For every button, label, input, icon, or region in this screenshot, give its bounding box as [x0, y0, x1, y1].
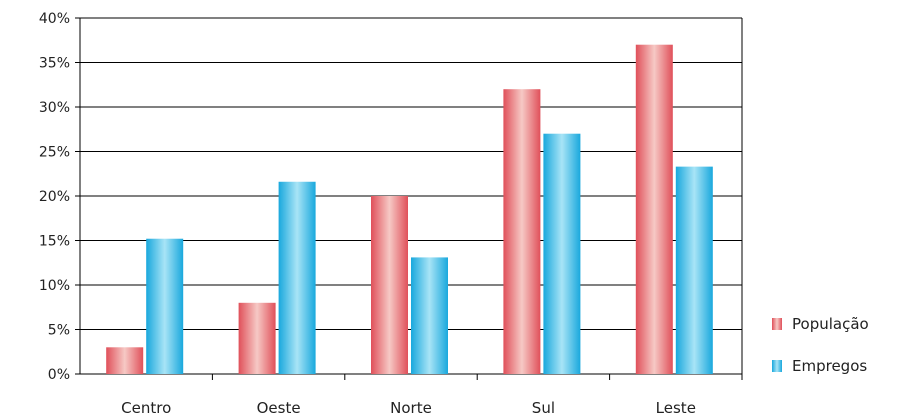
legend-label-populacao: População: [792, 315, 869, 333]
bar-populacao-oeste: [238, 302, 276, 374]
x-category-label: Leste: [656, 399, 696, 417]
bars: [106, 44, 713, 374]
bar-empregos-norte: [411, 257, 448, 374]
y-tick-label: 25%: [39, 145, 70, 161]
bar-populacao-centro: [106, 347, 144, 374]
bar-empregos-sul: [543, 133, 581, 374]
legend-swatch-populacao: [772, 318, 782, 330]
y-tick-label: 10%: [39, 278, 70, 294]
bar-empregos-centro: [146, 238, 184, 374]
y-tick-label: 15%: [39, 234, 70, 250]
bar-empregos-oeste: [278, 181, 316, 374]
legend: População Empregos: [772, 315, 869, 375]
y-tick-label: 30%: [39, 100, 70, 116]
legend-label-empregos: Empregos: [792, 357, 867, 375]
bar-empregos-leste: [675, 166, 713, 374]
gridlines: [80, 17, 742, 330]
bar-populacao-norte: [371, 196, 408, 374]
y-tick-label: 20%: [39, 189, 70, 205]
x-category-label: Centro: [121, 399, 171, 417]
y-tick-label: 40%: [39, 11, 70, 27]
x-category-label: Sul: [532, 399, 555, 417]
x-category-label: Oeste: [257, 399, 301, 417]
bar-populacao-sul: [503, 89, 541, 374]
legend-swatch-empregos: [772, 360, 782, 372]
y-tick-label: 0%: [48, 367, 70, 383]
y-tick-label: 5%: [48, 323, 70, 339]
y-tick-label: 35%: [39, 56, 70, 72]
tick-labels: 0% 5% 10% 15% 20% 25% 30% 35% 40% Centro Oeste Nort…: [39, 11, 696, 417]
x-category-label: Norte: [390, 399, 432, 417]
bar-populacao-leste: [635, 44, 673, 374]
